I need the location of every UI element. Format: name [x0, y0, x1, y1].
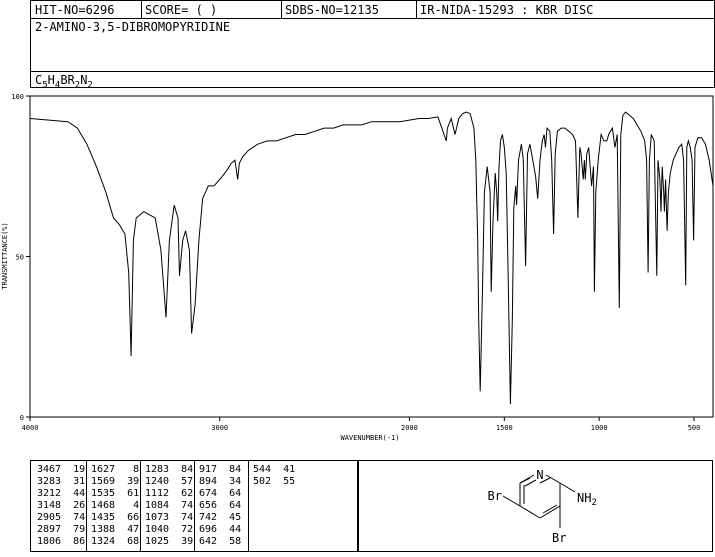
- x-tick-label: 2000: [401, 424, 418, 432]
- bromine-5-label: Br: [488, 489, 502, 503]
- molecule-structure: N NH2 Br Br: [488, 468, 597, 545]
- peak-column: 917 84 894 34 674 64 656 64 742 45 696 44 642 …: [194, 461, 253, 551]
- ir-spectrum-chart: 4000 3000 2000 1500 1000 500 0 50 100 TRANSMITTA…: [1, 93, 714, 442]
- peak-entry: 502 55: [253, 476, 296, 487]
- x-tick-label: 1000: [591, 424, 608, 432]
- score: SCORE= ( ): [145, 3, 218, 17]
- peak-entry: 917 84: [199, 464, 242, 475]
- peak-entry: 656 64: [199, 500, 242, 511]
- plot-frame: [29, 95, 714, 418]
- peak-column: 1627 8 1569 39 1535 61 1468 4 1435 66 1388 47…: [86, 461, 145, 551]
- peak-entry: 1324 68: [91, 536, 140, 547]
- y-axis-label: TRANSMITTANCE(%): [1, 222, 9, 289]
- peak-column: 1283 84 1240 57 1112 62 1084 74 1073 74 1040 …: [140, 461, 199, 551]
- peak-column: 544 41 502 55: [248, 461, 307, 551]
- compound-box: 2-AMINO-3,5-DIBROMOPYRIDINE C5H4BR2N2: [30, 18, 715, 91]
- peak-entry: 674 64: [199, 488, 242, 499]
- nitrogen-label: N: [536, 468, 543, 482]
- bromine-3-label: Br: [552, 531, 566, 545]
- x-tick-label: 500: [688, 424, 701, 432]
- y-tick-label: 100: [11, 93, 24, 101]
- peak-column: 3467 19 3283 31 3212 44 3148 26 2905 74 2897 …: [37, 461, 91, 551]
- x-axis-label: WAVENUMBER(-1): [340, 434, 399, 442]
- compound-name: 2-AMINO-3,5-DIBROMOPYRIDINE: [35, 20, 231, 34]
- peak-entry: 1073 74: [145, 512, 194, 523]
- peak-entry: 1112 62: [145, 488, 194, 499]
- peak-entry: 1040 72: [145, 524, 194, 535]
- y-tick-label: 0: [20, 414, 24, 422]
- peak-entry: 1627 8: [91, 464, 140, 475]
- structure-panel: N NH2 Br Br: [358, 460, 713, 552]
- peak-entry: 742 45: [199, 512, 242, 523]
- peak-entry: 2897 79: [37, 524, 86, 535]
- peak-entry: 1535 61: [91, 488, 140, 499]
- peak-entry: 544 41: [253, 464, 296, 475]
- hit-no: HIT-NO=6296: [35, 3, 115, 17]
- peak-entry: 3283 31: [37, 476, 86, 487]
- peak-entry: 2905 74: [37, 512, 86, 523]
- peak-entry: 696 44: [199, 524, 242, 535]
- peak-entry: 1240 57: [145, 476, 194, 487]
- amino-group-label: NH2: [577, 491, 597, 508]
- spectrum-line: [29, 111, 714, 405]
- peak-entry: 642 58: [199, 536, 242, 547]
- peak-entry: 1806 86: [37, 536, 86, 547]
- sdbs-no: SDBS-NO=12135: [285, 3, 379, 17]
- peak-entry: 3467 19: [37, 464, 86, 475]
- x-tick-label: 1500: [496, 424, 513, 432]
- molecular-formula: C5H4BR2N2: [35, 73, 93, 91]
- x-tick-label: 3000: [211, 424, 228, 432]
- peak-entry: 1025 39: [145, 536, 194, 547]
- peak-entry: 1569 39: [91, 476, 140, 487]
- peak-entry: 1283 84: [145, 464, 194, 475]
- peak-entry: 1468 4: [91, 500, 140, 511]
- peak-entry: 3212 44: [37, 488, 86, 499]
- x-tick-label: 4000: [22, 424, 39, 432]
- ir-info: IR-NIDA-15293 : KBR DISC: [420, 3, 594, 17]
- peak-entry: 1435 66: [91, 512, 140, 523]
- y-tick-label: 50: [16, 254, 24, 262]
- peak-table: 3467 19 3283 31 3212 44 3148 26 2905 74 2897 …: [30, 460, 358, 552]
- peak-entry: 1084 74: [145, 500, 194, 511]
- peak-entry: 1388 47: [91, 524, 140, 535]
- peak-entry: 894 34: [199, 476, 242, 487]
- peak-entry: 3148 26: [37, 500, 86, 511]
